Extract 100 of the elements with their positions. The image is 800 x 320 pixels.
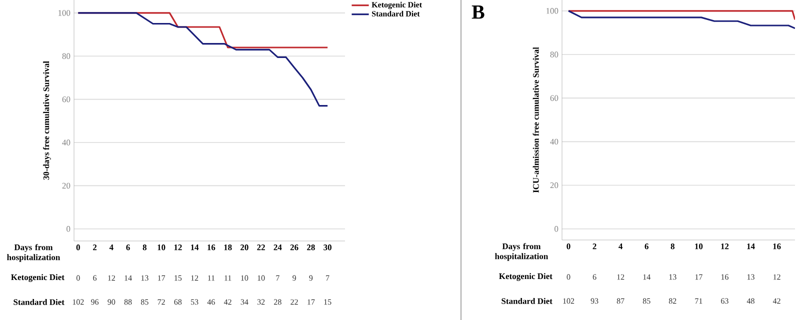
x-axis-title: Days from hospitalization (7, 244, 60, 262)
text: 14 (643, 274, 650, 280)
x-tick-label: 12 (174, 244, 182, 250)
x-tick-label: 8 (142, 244, 147, 250)
text: 46 (207, 299, 215, 305)
text: 12 (617, 274, 624, 280)
text: 102 (563, 298, 574, 304)
y-tick-label: 60 (62, 96, 70, 102)
x-tick-label: 6 (126, 244, 130, 250)
text: Ketogenic Diet (499, 273, 552, 281)
y-tick-label: 0 (66, 226, 70, 232)
text: 88 (124, 299, 132, 305)
text: 10 (241, 275, 248, 281)
text: Ketogenic Diet (11, 274, 64, 282)
y-tick-label: 80 (62, 53, 70, 60)
text: 48 (746, 298, 754, 304)
text: 42 (224, 299, 232, 305)
text: 63 (721, 298, 728, 304)
x-tick-label: 20 (240, 244, 248, 250)
text: 85 (140, 299, 148, 305)
text: 72 (158, 299, 165, 305)
line-series (568, 10, 795, 30)
text: 7 (276, 275, 280, 281)
y-tick-label: 20 (62, 182, 70, 189)
x-tick-label: 4 (618, 244, 623, 250)
y-tick-label: 40 (550, 138, 558, 145)
x-tick-label: 14 (190, 244, 199, 250)
text: 10 (258, 275, 265, 281)
text: 87 (616, 298, 624, 304)
text: 12 (108, 275, 115, 281)
y-tick-label: 60 (550, 95, 558, 101)
text: 96 (91, 299, 99, 305)
text: 28 (274, 299, 282, 305)
text: Standard Diet (14, 299, 64, 305)
x-axis-title: Days from hospitalization (494, 243, 548, 261)
y-tick-label: 40 (62, 140, 70, 146)
y-axis-title: ICU-admission free cumulative Survival (532, 47, 539, 193)
text: 0 (76, 275, 80, 281)
y-axis-title: 30-days free cumulative Survival (43, 61, 51, 180)
x-tick-label: 2 (592, 244, 596, 250)
y-tick-label: 100 (58, 10, 70, 16)
y-tick-label: 100 (546, 8, 558, 14)
x-tick-label: 18 (224, 244, 232, 250)
x-tick-label: 6 (644, 244, 648, 250)
line-series (77, 12, 328, 107)
x-tick-label: 30 (324, 244, 332, 250)
legend-label: Standard Diet (372, 10, 420, 16)
text: 12 (191, 275, 198, 281)
text: 17 (695, 274, 702, 280)
text: 7 (326, 275, 330, 281)
x-tick-label: 10 (695, 244, 703, 250)
x-tick-label: 16 (208, 244, 216, 250)
text: 71 (695, 298, 702, 304)
text: 15 (324, 299, 332, 305)
text: 13 (747, 274, 754, 280)
text: 53 (191, 299, 198, 305)
text: 22 (290, 299, 298, 305)
text: 14 (124, 275, 132, 281)
text: 9 (292, 275, 296, 281)
text: 11 (208, 275, 215, 281)
x-tick-label: 0 (76, 244, 80, 250)
text: 102 (72, 299, 84, 305)
chart-title: B (472, 6, 484, 19)
x-tick-label: 12 (721, 244, 729, 250)
text: 13 (669, 274, 676, 280)
text: 11 (224, 275, 232, 281)
text: 9 (309, 275, 313, 281)
x-tick-label: 2 (93, 244, 97, 250)
text: 68 (174, 299, 182, 305)
y-tick-label: 80 (550, 52, 558, 58)
text: 93 (590, 298, 598, 304)
text: 13 (141, 275, 148, 281)
text: 90 (108, 299, 116, 305)
text: 6 (592, 274, 596, 280)
text: 82 (668, 298, 676, 304)
x-tick-label: 0 (566, 244, 570, 250)
text: 85 (642, 298, 650, 304)
y-tick-label: 20 (550, 182, 558, 188)
text: 12 (773, 274, 780, 280)
y-tick-label: 0 (554, 226, 558, 232)
x-tick-label: 8 (670, 244, 674, 250)
x-tick-label: 4 (109, 244, 114, 250)
x-tick-label: 24 (274, 244, 282, 250)
text: 32 (257, 299, 265, 305)
x-tick-label: 22 (257, 244, 265, 250)
x-tick-label: 14 (747, 244, 755, 250)
x-tick-label: 28 (307, 244, 315, 250)
text: 0 (566, 274, 570, 280)
text: 17 (308, 299, 315, 305)
text: 16 (721, 274, 728, 280)
x-tick-label: 26 (290, 244, 298, 250)
text: 15 (174, 275, 182, 281)
x-tick-label: 16 (773, 244, 781, 250)
text: Standard Diet (502, 298, 552, 304)
text: 42 (772, 298, 780, 304)
text: 34 (240, 299, 248, 305)
x-tick-label: 10 (158, 244, 166, 250)
text: 6 (93, 275, 97, 281)
legend-label: Ketogenic Diet (372, 2, 422, 10)
text: 17 (158, 275, 166, 281)
